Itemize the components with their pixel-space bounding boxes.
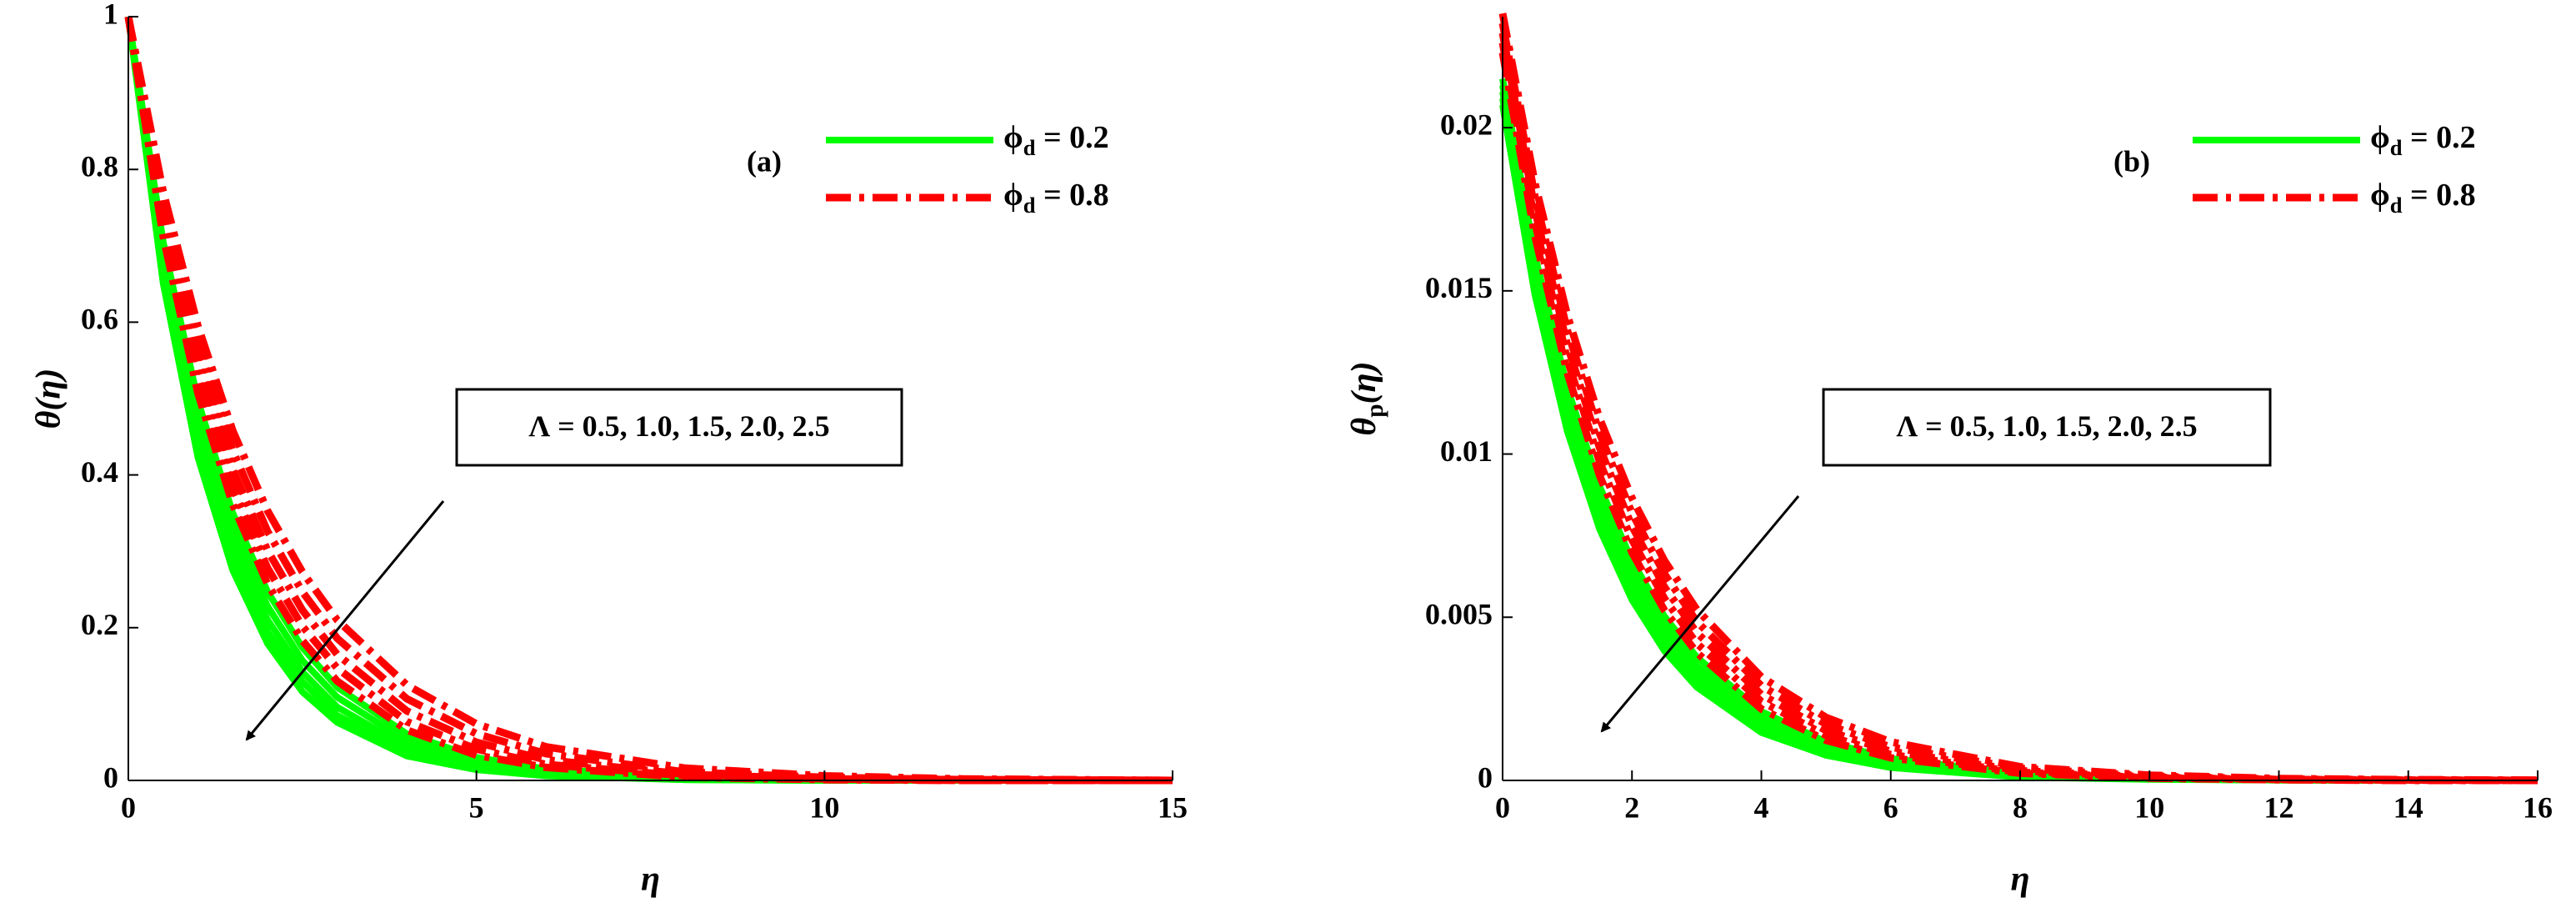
- x-tick-label: 14: [2393, 790, 2423, 824]
- x-axis-label: η: [641, 860, 660, 899]
- x-tick-label: 0: [1495, 790, 1510, 824]
- x-axis-label: η: [2010, 860, 2029, 899]
- curve: [1498, 42, 2538, 785]
- x-tick-label: 2: [1624, 790, 1639, 824]
- x-tick-label: 4: [1754, 790, 1769, 824]
- legend-label: ϕd = 0.8: [2370, 178, 2476, 218]
- curve: [1498, 32, 2538, 785]
- arrow: [245, 500, 445, 741]
- y-axis-label: θ(η): [30, 369, 68, 429]
- y-tick-label: 0.8: [81, 149, 118, 183]
- curve: [124, 16, 1173, 785]
- y-tick-label: 0.015: [1425, 271, 1493, 304]
- x-tick-label: 16: [2523, 790, 2553, 824]
- curve: [124, 16, 1173, 785]
- y-tick-label: 0.005: [1425, 598, 1493, 631]
- y-tick-label: 0.2: [81, 608, 118, 641]
- y-tick-label: 0.02: [1440, 108, 1493, 141]
- annotation-box: [455, 388, 903, 467]
- legend-label: ϕd = 0.2: [1003, 120, 1109, 160]
- y-tick-label: 0.6: [81, 303, 118, 336]
- x-tick-label: 8: [2013, 790, 2028, 824]
- x-tick-label: 15: [1158, 790, 1188, 824]
- y-tick-label: 0: [1478, 760, 1493, 794]
- legend-label: ϕd = 0.8: [1003, 178, 1109, 218]
- panel-label: (b): [2113, 144, 2150, 178]
- curve: [1498, 52, 2538, 785]
- x-tick-label: 12: [2264, 790, 2294, 824]
- annotation: Λ = 0.5, 1.0, 1.5, 2.0, 2.5: [1896, 409, 2197, 443]
- y-tick-label: 0.01: [1440, 434, 1493, 468]
- legend-label: ϕd = 0.2: [2370, 120, 2476, 160]
- x-tick-label: 6: [1883, 790, 1898, 824]
- x-tick-label: 5: [469, 790, 484, 824]
- y-tick-label: 1: [103, 0, 118, 30]
- x-tick-label: 0: [121, 790, 136, 824]
- panel-label: (a): [747, 144, 782, 178]
- y-tick-label: 0: [103, 760, 118, 794]
- x-tick-label: 10: [809, 790, 839, 824]
- arrow: [1600, 495, 1800, 733]
- annotation-box: [1822, 388, 2272, 467]
- y-tick-label: 0.4: [81, 455, 118, 489]
- y-axis-label: θp(η): [1345, 361, 1388, 435]
- x-tick-label: 10: [2134, 790, 2164, 824]
- curve: [124, 16, 1173, 785]
- annotation: Λ = 0.5, 1.0, 1.5, 2.0, 2.5: [528, 409, 829, 443]
